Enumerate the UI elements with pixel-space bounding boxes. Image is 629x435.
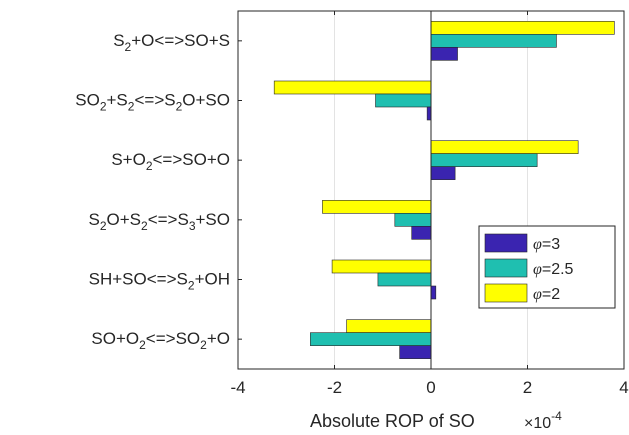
bar-series-0-cat-4 xyxy=(430,285,437,300)
x-axis-ticks: -4 -2 0 2 4 xyxy=(230,11,629,397)
legend-entry-2: φ=2 xyxy=(533,286,560,303)
bar-series-0-cat-1 xyxy=(426,106,432,121)
bar-series-0-cat-3 xyxy=(411,226,432,240)
x-tick-label: -4 xyxy=(230,378,245,397)
grid-lines xyxy=(334,11,528,369)
bar-series-1-cat-1 xyxy=(375,93,432,108)
bar-series-0-cat-2 xyxy=(430,166,456,180)
x-axis-label: Absolute ROP of SO xyxy=(310,411,475,431)
bar-series-0-cat-0 xyxy=(430,47,458,61)
category-label-4: SH+SO<=>S2+OH xyxy=(89,270,230,293)
legend-swatch-0 xyxy=(484,233,528,253)
bar-series-2-cat-2 xyxy=(430,140,579,154)
legend: φ=3 φ=2.5 φ=2 xyxy=(478,225,616,309)
x-axis-exponent: ×10-4 xyxy=(524,409,562,432)
bar-series-2-cat-3 xyxy=(322,200,432,214)
bar-series-2-cat-0 xyxy=(430,21,615,35)
x-tick-label: 4 xyxy=(619,378,628,397)
bar-series-1-cat-0 xyxy=(430,34,557,48)
bar-series-1-cat-4 xyxy=(377,272,432,287)
x-tick-label: 2 xyxy=(523,378,532,397)
bar-series-1-cat-2 xyxy=(430,153,538,167)
y-axis-labels: S2+O<=>SO+S SO2+S2<=>S2O+SO S+O2<=>SO+O S2O… xyxy=(75,31,242,352)
bar-series-0-cat-5 xyxy=(399,345,432,359)
x-tick-label: -2 xyxy=(327,378,342,397)
legend-entry-0: φ=3 xyxy=(533,236,560,253)
exponent-base: ×10 xyxy=(524,415,551,432)
category-label-5: SO+O2<=>SO2+O xyxy=(91,329,230,352)
bars xyxy=(273,21,615,359)
x-tick-label: 0 xyxy=(426,378,435,397)
legend-entry-1: φ=2.5 xyxy=(533,261,574,278)
bar-series-2-cat-4 xyxy=(331,259,432,274)
category-label-3: S2O+S2<=>S3+SO xyxy=(88,210,230,233)
bar-series-2-cat-1 xyxy=(273,80,432,95)
bar-series-1-cat-3 xyxy=(394,213,432,227)
category-label-2: S+O2<=>SO+O xyxy=(111,150,230,173)
category-label-1: SO2+S2<=>S2O+SO xyxy=(75,91,230,114)
bar-series-1-cat-5 xyxy=(310,332,432,346)
legend-swatch-2 xyxy=(484,283,528,303)
exponent-power: -4 xyxy=(551,409,562,423)
category-label-0: S2+O<=>SO+S xyxy=(113,31,230,54)
bar-series-2-cat-5 xyxy=(346,319,432,333)
legend-swatch-1 xyxy=(484,258,528,278)
